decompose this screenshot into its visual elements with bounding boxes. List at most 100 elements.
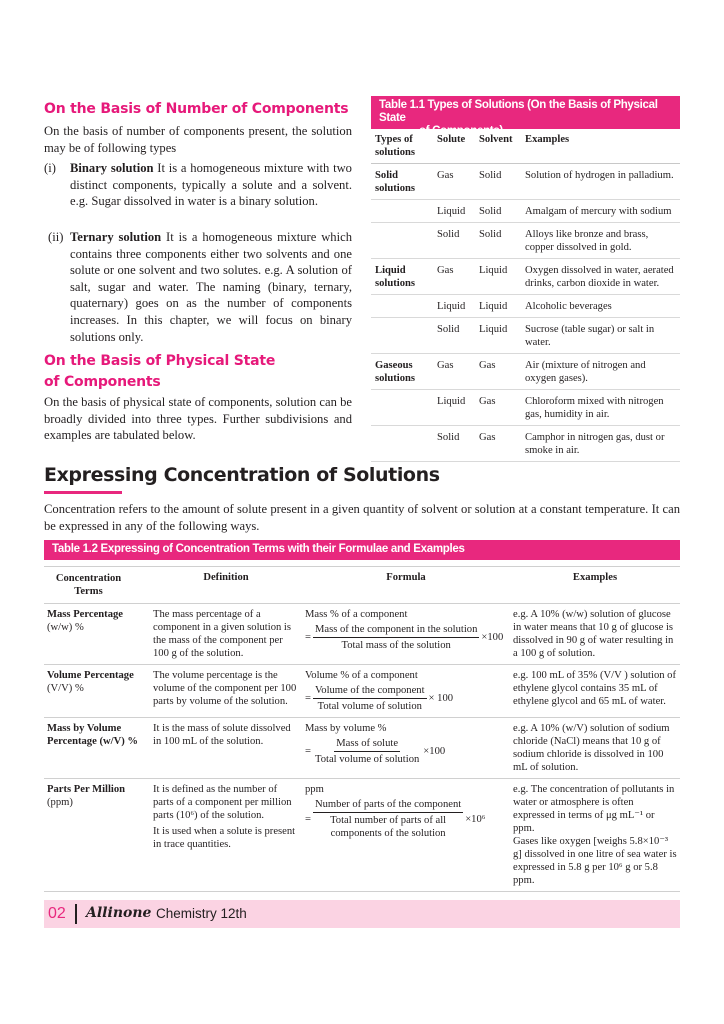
item-text: It is a homogeneous mixture with two dis… [70,161,352,209]
table-row: Gaseous solutions Gas Gas Air (mixture of n… [371,354,680,390]
examples-cell: e.g. A 10% (w/w) solution of glucose in … [510,604,680,665]
column-header: Solvent [479,134,513,145]
formula: = Mass of the component in the solution To… [305,623,503,652]
denominator: Total mass of the solution [341,640,451,651]
fraction: Mass of the component in the solution Tot… [312,623,480,652]
example-text: e.g. A 10% (w/V) solution of sodium chlo… [513,723,670,773]
term-cell: Parts Per Million (ppm) [44,779,150,892]
solvent-cell: Liquid [479,265,508,276]
item-number: (ii) [48,230,64,244]
type-cell: Solid solutions [375,170,416,194]
list-item-binary: (i) Binary solution It is a homogeneous … [44,160,352,210]
column-header: Solute [437,134,466,145]
definition-text: It is used when a solute is present in t… [153,826,296,850]
table-types-of-solutions: Types of solutions Solute Solvent Exampl… [371,128,680,462]
paragraph-physical-state: On the basis of physical state of compon… [44,395,352,443]
example-cell: Sucrose (table sugar) or salt in water. [525,324,655,348]
multiplier: ×100 [423,746,446,757]
example-cell: Alloys like bronze and brass, copper dis… [525,229,649,253]
example-text: e.g. The concentration of pollutants in … [513,784,675,834]
formula-label: Mass % of a component [305,609,408,620]
type-cell: Liquid solutions [375,265,416,289]
type-cell: Gaseous solutions [375,360,416,384]
section-intro: Concentration refers to the amount of so… [44,502,680,533]
multiplier: ×100 [481,632,504,643]
example-cell: Camphor in nitrogen gas, dust or smoke i… [525,432,665,456]
table1-title: Table 1.1 Types of Solutions (On the Bas… [371,96,680,137]
table-row: Liquid Solid Amalgam of mercury with sodiu… [371,200,680,223]
book-title: Chemistry 12th [156,906,247,921]
heading-physical-state: On the Basis of Physical State of Compon… [44,351,275,393]
equals-sign: = [305,746,311,757]
solute-cell: Liquid [437,301,466,312]
multiplier: ×10⁶ [465,813,486,825]
denominator: Total number of parts of all components … [330,815,447,839]
term-name: Parts Per Million [47,784,126,795]
fraction: Volume of the component Total volume of s… [312,684,427,713]
examples-cell: e.g. 100 mL of 35% (V/V ) solution of et… [510,665,680,718]
table-header-row: Concentration Terms Definition Formula E… [44,566,680,604]
solvent-cell: Gas [479,432,496,443]
list-item-ternary: (ii) Ternary solution It is a homogeneou… [48,229,352,345]
brand-logo: Allinone [86,905,152,921]
definition-text: It is the mass of solute dissolved in 10… [153,723,291,747]
table-row: Solid Liquid Sucrose (table sugar) or salt… [371,318,680,354]
term-name: Mass by Volume [47,723,122,734]
solute-cell: Solid [437,229,460,240]
column-header: Examples [525,134,570,145]
formula-cell: Mass by volume % = Mass of solute Total vol… [302,718,510,779]
formula-label: ppm [305,784,324,795]
numerator: Number of parts of the component [312,798,464,813]
example-cell: Alcoholic beverages [525,301,612,312]
formula-cell: Mass % of a component = Mass of the compon… [302,604,510,665]
solute-cell: Gas [437,360,454,371]
example-text: e.g. A 10% (w/w) solution of glucose in … [513,609,674,659]
formula-label: Mass by volume % [305,723,387,734]
type-cell [371,318,433,354]
definition-cell: The mass percentage of a component in a … [150,604,302,665]
example-cell: Air (mixture of nitrogen and oxygen gase… [525,360,646,384]
term-cell: Mass by Volume Percentage (w/V) % [44,718,150,779]
type-cell [371,200,433,223]
numerator: Mass of the component in the solution [312,623,480,638]
formula-label: Volume % of a component [305,670,418,681]
term-name: Mass Percentage [47,609,123,620]
formula-cell: Volume % of a component = Volume of the co… [302,665,510,718]
term-unit: (w/w) % [47,622,84,633]
definition-text: It is defined as the number of parts of … [153,784,292,821]
fraction: Mass of solute Total volume of solution [313,737,421,766]
solvent-cell: Gas [479,360,496,371]
numerator: Volume of the component [312,684,427,699]
column-header: Examples [572,572,618,583]
definition-cell: The volume percentage is the volume of t… [150,665,302,718]
examples-cell: e.g. A 10% (w/V) solution of sodium chlo… [510,718,680,779]
table-header-row: Types of solutions Solute Solvent Exampl… [371,128,680,164]
denominator: Total volume of solution [317,701,422,712]
column-header: Formula [386,572,426,583]
example-cell: Chloroform mixed with nitrogen gas, humi… [525,396,664,420]
column-header: Definition [203,572,249,583]
solute-cell: Gas [437,170,454,181]
definition-text: The mass percentage of a component in a … [153,609,291,659]
multiplier: × 100 [428,693,454,704]
solvent-cell: Solid [479,229,502,240]
solute-cell: Solid [437,432,460,443]
solute-cell: Liquid [437,206,466,217]
solvent-cell: Gas [479,396,496,407]
equals-sign: = [305,813,311,825]
equals-sign: = [305,693,311,704]
table-row: Liquid Gas Chloroform mixed with nitrogen … [371,390,680,426]
term-unit: (V/V) % [47,683,84,694]
definition-cell: It is defined as the number of parts of … [150,779,302,892]
term-unit: Percentage (w/V) % [47,736,138,747]
solute-cell: Gas [437,265,454,276]
section-title: Expressing Concentration of Solutions [44,464,440,486]
paragraph-types-intro: On the basis of number of components pre… [44,124,352,155]
solvent-cell: Liquid [479,301,508,312]
example-text: e.g. 100 mL of 35% (V/V ) solution of et… [513,670,677,707]
table-row: Solid Solid Alloys like bronze and brass, … [371,223,680,259]
fraction: Number of parts of the component Total nu… [312,798,464,840]
term-cell: Volume Percentage (V/V) % [44,665,150,718]
solvent-cell: Solid [479,206,502,217]
heading-line: of Components [44,374,161,390]
